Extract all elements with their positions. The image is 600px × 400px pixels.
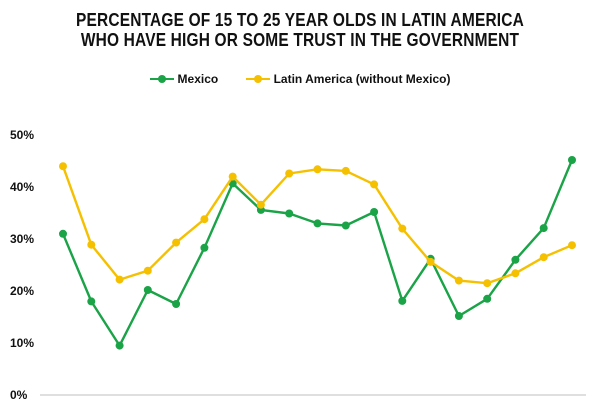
data-point-mexico xyxy=(454,312,463,320)
data-point-mexico xyxy=(313,219,322,228)
data-point-latin-america xyxy=(87,240,96,249)
legend-label-mexico: Mexico xyxy=(177,72,219,86)
chart-title-line-1: PERCENTAGE OF 15 TO 25 YEAR OLDS IN LATI… xyxy=(76,10,524,30)
data-point-mexico xyxy=(172,300,181,308)
data-point-mexico xyxy=(568,156,576,164)
data-point-latin-america xyxy=(568,241,576,250)
data-point-latin-america xyxy=(59,162,67,171)
data-point-mexico xyxy=(511,255,520,264)
data-point-mexico xyxy=(539,224,548,233)
y-tick-label: 20% xyxy=(10,284,34,298)
chart-title-line-2: WHO HAVE HIGH OR SOME TRUST IN THE GOVER… xyxy=(80,30,520,50)
data-point-latin-america xyxy=(200,215,209,224)
data-point-latin-america xyxy=(313,165,322,174)
data-point-latin-america xyxy=(341,166,350,175)
data-point-latin-america xyxy=(115,275,124,284)
data-point-latin-america xyxy=(483,279,492,288)
y-tick-label: 10% xyxy=(10,336,34,350)
data-point-latin-america xyxy=(398,224,407,233)
data-point-mexico xyxy=(483,294,492,303)
data-point-latin-america xyxy=(539,253,548,262)
legend-item-mexico: Mexico xyxy=(149,72,219,86)
data-point-mexico xyxy=(341,221,350,230)
legend-label-latin-america: Latin America (without Mexico) xyxy=(273,72,451,86)
legend-item-latin-america: Latin America (without Mexico) xyxy=(245,72,451,86)
data-point-latin-america xyxy=(454,276,463,285)
data-point-mexico xyxy=(87,297,96,306)
data-point-mexico xyxy=(370,208,379,216)
data-point-latin-america xyxy=(285,169,294,178)
data-point-mexico xyxy=(200,243,209,252)
data-point-latin-america xyxy=(426,257,435,266)
data-point-mexico xyxy=(398,296,407,305)
y-tick-label: 0% xyxy=(10,388,28,400)
y-tick-label: 30% xyxy=(10,232,34,246)
legend-swatch-latin-america xyxy=(245,74,270,84)
data-point-mexico xyxy=(143,286,152,294)
legend: Mexico Latin America (without Mexico) xyxy=(0,72,600,87)
data-point-latin-america xyxy=(228,172,237,181)
data-point-latin-america xyxy=(172,238,181,247)
data-point-latin-america xyxy=(370,180,379,189)
y-tick-label: 50% xyxy=(10,128,34,142)
chart-title: PERCENTAGE OF 15 TO 25 YEAR OLDS IN LATI… xyxy=(42,10,558,50)
y-tick-label: 40% xyxy=(10,180,34,194)
data-point-mexico xyxy=(115,341,124,350)
series-line-mexico xyxy=(61,159,574,347)
data-point-mexico xyxy=(59,229,67,238)
data-point-latin-america xyxy=(511,269,520,278)
data-point-mexico xyxy=(285,209,294,218)
legend-swatch-mexico xyxy=(149,74,174,84)
data-point-latin-america xyxy=(256,200,265,209)
data-point-latin-america xyxy=(143,266,152,275)
